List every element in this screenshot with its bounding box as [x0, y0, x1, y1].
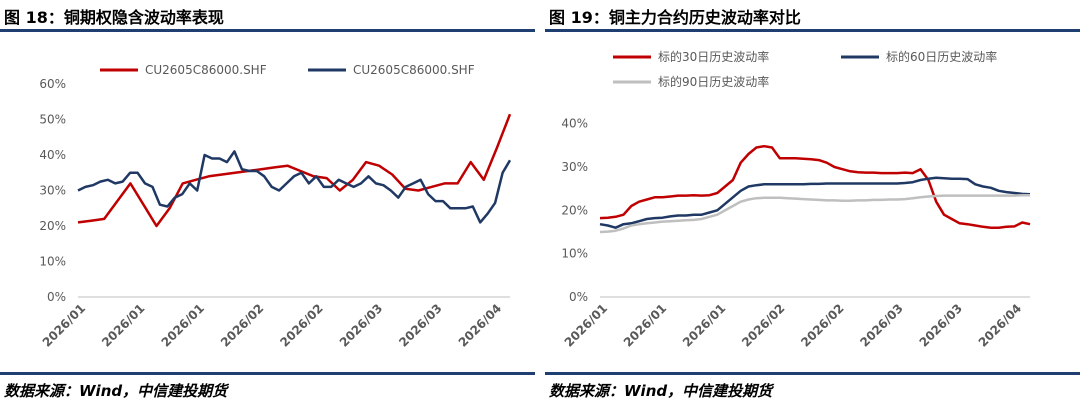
right-chart-panel: 图 19：铜主力合约历史波动率对比 0% 10% 20% 30% 40% 2026/01 2… [545, 0, 1080, 411]
y-tick-label: 10% [39, 255, 66, 269]
x-tick-label: 2026/02 [218, 301, 266, 349]
x-tick-label: 2026/04 [976, 301, 1024, 349]
x-tick-label: 2026/04 [456, 301, 504, 349]
x-tick-label: 2026/02 [798, 301, 846, 349]
series-line-2 [599, 176, 1031, 229]
x-tick-label: 2026/02 [277, 301, 325, 349]
x-tick-label: 2026/02 [739, 301, 787, 349]
x-tick-label: 2026/01 [40, 301, 88, 349]
y-tick-label: 0% [47, 290, 66, 304]
series-line-2 [77, 150, 512, 224]
y-tick-label: 0% [569, 290, 588, 304]
x-tick-label: 2026/01 [99, 301, 147, 349]
y-tick-label: 30% [39, 184, 66, 198]
legend-label: 标的60日历史波动率 [886, 49, 997, 64]
y-tick-label: 20% [561, 203, 588, 217]
y-tick-label: 40% [39, 148, 66, 162]
x-tick-label: 2026/03 [857, 301, 905, 349]
bottom-rule [545, 372, 1080, 375]
y-tick-label: 60% [39, 77, 66, 91]
x-tick-label: 2026/01 [562, 301, 610, 349]
bottom-rule [0, 372, 535, 375]
x-tick-label: 2026/01 [159, 301, 207, 349]
implied-volatility-chart: 0%10%20%30%40%50%60%2026/01 2026/01 2026/0… [39, 63, 512, 350]
source-note: 数据来源：Wind，中信建投期货 [549, 382, 773, 400]
x-tick-label: 2026/03 [396, 301, 444, 349]
series-line-1 [599, 144, 1031, 229]
top-rule [0, 29, 535, 32]
y-tick-label: 40% [561, 117, 588, 131]
y-tick-label: 30% [561, 160, 588, 174]
series-line-1 [77, 113, 512, 228]
historical-volatility-chart: 0%10%20%30%40%2026/01 2026/01 2026/01 2026/… [561, 49, 1031, 350]
legend-label: CU2605C86000.SHF [145, 63, 267, 77]
y-tick-label: 20% [39, 219, 66, 233]
figure-title: 图 19：铜主力合约历史波动率对比 [549, 8, 801, 27]
x-tick-label: 2026/01 [621, 301, 669, 349]
source-note: 数据来源：Wind，中信建投期货 [4, 382, 228, 400]
y-tick-label: 10% [561, 247, 588, 261]
top-rule [545, 29, 1080, 32]
legend-label: 标的30日历史波动率 [658, 49, 769, 64]
x-tick-label: 2026/03 [917, 301, 965, 349]
left-chart-panel: 图 18：铜期权隐含波动率表现 0% 10% 20% 30% 40% 50% 60% 2026… [0, 0, 535, 411]
legend-label: 标的90日历史波动率 [658, 74, 769, 89]
y-tick-label: 50% [39, 113, 66, 127]
legend-label: CU2605C86000.SHF [353, 63, 475, 77]
figure-title: 图 18：铜期权隐含波动率表现 [4, 8, 224, 27]
x-tick-label: 2026/03 [337, 301, 385, 349]
x-tick-label: 2026/01 [680, 301, 728, 349]
series-line-3 [599, 193, 1030, 234]
